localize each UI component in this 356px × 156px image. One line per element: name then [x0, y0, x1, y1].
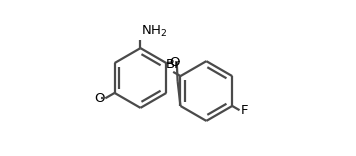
Text: Br: Br — [166, 58, 180, 71]
Text: O: O — [94, 92, 105, 105]
Text: O: O — [169, 56, 180, 69]
Text: NH$_2$: NH$_2$ — [141, 24, 168, 39]
Text: F: F — [241, 104, 248, 117]
